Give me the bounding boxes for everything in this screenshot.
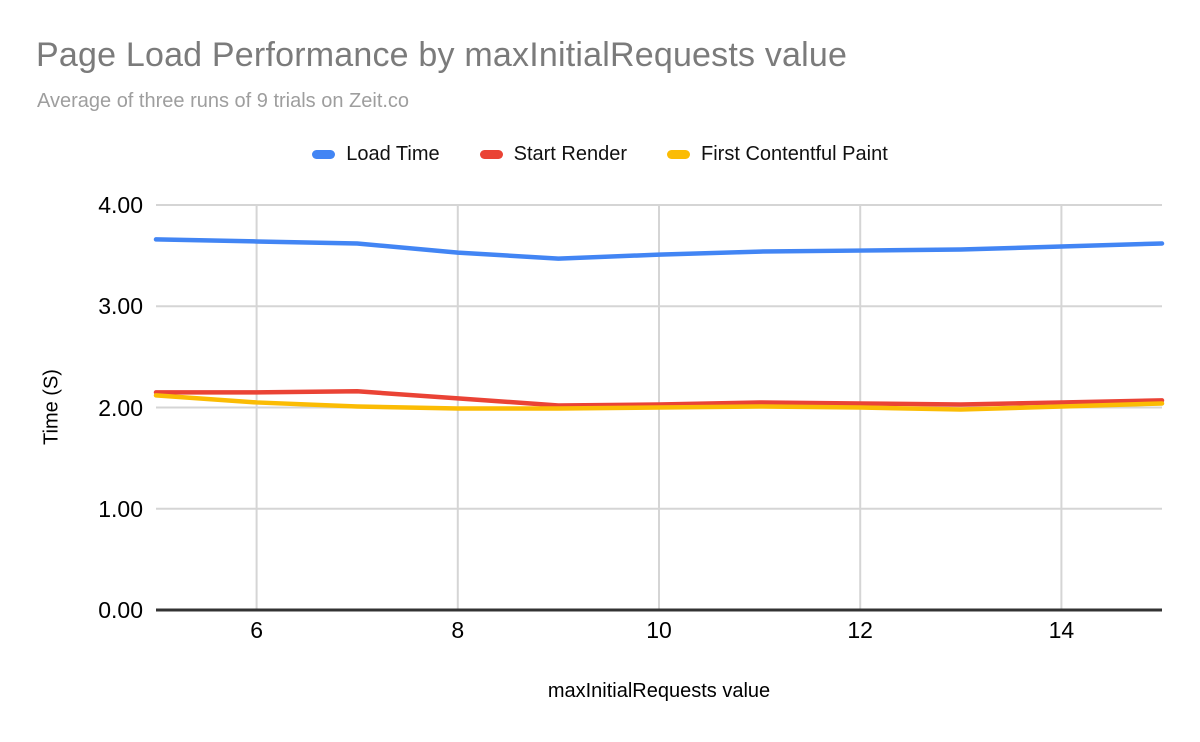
- legend-item-first-contentful-paint[interactable]: First Contentful Paint: [667, 143, 888, 166]
- x-tick-label: 8: [451, 617, 465, 643]
- y-tick-label: 0.00: [98, 597, 143, 623]
- legend-item-start-render[interactable]: Start Render: [479, 142, 628, 166]
- chart-subtitle: Average of three runs of 9 trials on Zei…: [37, 90, 410, 112]
- y-tick-label: 3.00: [98, 293, 143, 320]
- y-tick-label: 4.00: [98, 192, 143, 218]
- x-axis-title: maxInitialRequests value: [547, 680, 771, 702]
- legend-label: First Contentful Paint: [701, 142, 888, 165]
- series-line-start-render[interactable]: [153, 389, 1165, 408]
- legend-swatch-icon: [312, 149, 336, 159]
- legend-swatch-icon: [479, 149, 503, 159]
- y-tick-label: 2.00: [98, 394, 143, 421]
- x-tick-label: 14: [1048, 617, 1075, 643]
- legend-swatch-icon: [667, 149, 691, 159]
- x-tick-label: 12: [847, 617, 873, 643]
- legend-item-load-time[interactable]: Load Time: [312, 142, 440, 166]
- x-tick-label: 10: [646, 617, 672, 643]
- legend-label: Load Time: [346, 142, 440, 165]
- legend: Load Time Start Render First Contentful …: [0, 141, 1200, 167]
- x-tick-label: 6: [250, 617, 263, 643]
- series-line-load-time[interactable]: [153, 237, 1165, 261]
- chart-title: Page Load Performance by maxInitialReque…: [36, 36, 848, 74]
- legend-label: Start Render: [513, 142, 628, 165]
- y-tick-label: 1.00: [98, 495, 143, 522]
- series-line-first-contentful-paint[interactable]: [153, 393, 1165, 412]
